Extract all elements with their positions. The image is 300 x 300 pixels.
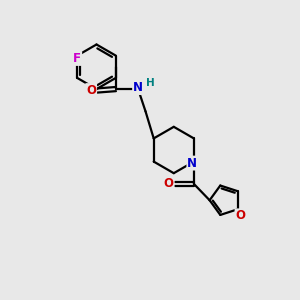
Text: O: O	[164, 177, 174, 190]
Text: N: N	[133, 81, 143, 94]
Text: H: H	[146, 77, 155, 88]
Text: N: N	[188, 157, 197, 169]
Text: F: F	[73, 52, 81, 65]
Text: O: O	[86, 84, 96, 97]
Text: O: O	[236, 209, 245, 222]
